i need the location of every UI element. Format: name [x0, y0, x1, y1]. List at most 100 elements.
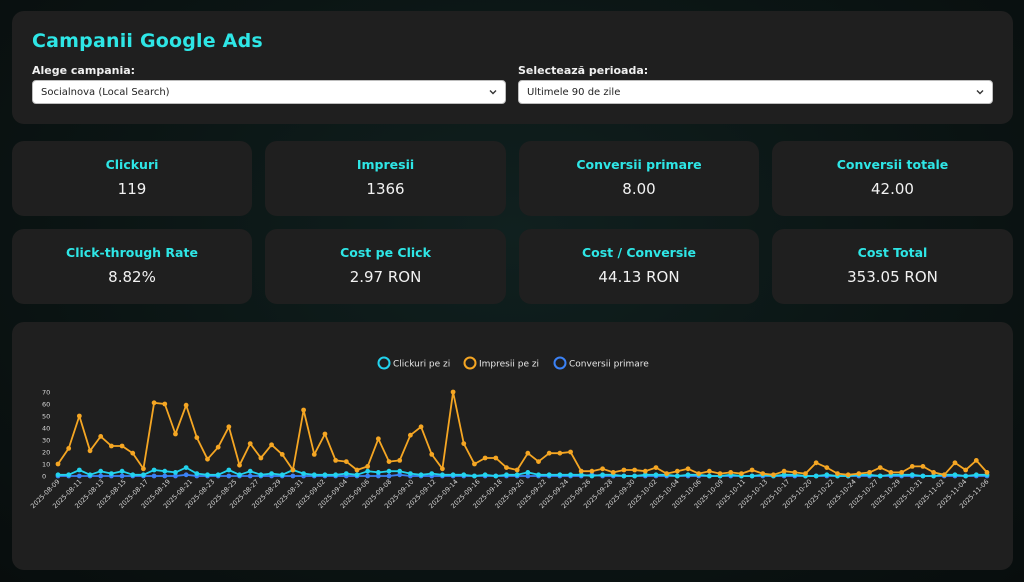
data-point[interactable] — [706, 473, 712, 479]
data-point[interactable] — [301, 471, 306, 476]
data-point[interactable] — [749, 467, 755, 473]
data-point[interactable] — [333, 458, 339, 463]
data-point[interactable] — [66, 446, 72, 451]
period-select[interactable]: Ultimele 90 de zile — [518, 80, 993, 104]
data-point[interactable] — [119, 473, 125, 479]
data-point[interactable] — [749, 473, 755, 479]
data-point[interactable] — [343, 471, 349, 476]
data-point[interactable] — [375, 436, 381, 442]
data-point[interactable] — [354, 467, 360, 473]
data-point[interactable] — [108, 471, 114, 476]
data-point[interactable] — [578, 468, 584, 474]
data-point[interactable] — [728, 470, 734, 475]
data-point[interactable] — [632, 467, 638, 473]
data-point[interactable] — [482, 472, 488, 478]
data-point[interactable] — [397, 468, 403, 474]
data-point[interactable] — [173, 470, 178, 475]
data-point[interactable] — [803, 471, 808, 476]
data-point[interactable] — [482, 455, 488, 461]
data-point[interactable] — [642, 472, 648, 478]
data-point[interactable] — [151, 400, 157, 406]
data-point[interactable] — [322, 472, 328, 478]
data-point[interactable] — [429, 452, 435, 457]
data-point[interactable] — [578, 472, 584, 478]
data-point[interactable] — [119, 443, 125, 449]
data-point[interactable] — [130, 450, 136, 456]
data-point[interactable] — [685, 466, 691, 472]
data-point[interactable] — [333, 472, 339, 478]
data-point[interactable] — [205, 456, 210, 462]
data-point[interactable] — [418, 424, 424, 430]
data-point[interactable] — [909, 464, 915, 469]
data-point[interactable] — [311, 452, 317, 457]
data-point[interactable] — [375, 470, 381, 475]
data-point[interactable] — [279, 452, 285, 457]
data-point[interactable] — [119, 468, 125, 474]
campaign-select[interactable]: Socialnova (Local Search) — [32, 80, 506, 104]
legend-item[interactable]: Conversii primare — [553, 356, 650, 370]
data-point[interactable] — [792, 470, 798, 475]
data-point[interactable] — [472, 461, 477, 467]
data-point[interactable] — [194, 435, 200, 440]
data-point[interactable] — [664, 471, 670, 476]
data-point[interactable] — [931, 473, 937, 479]
data-point[interactable] — [343, 459, 349, 464]
data-point[interactable] — [226, 424, 232, 430]
data-point[interactable] — [760, 471, 766, 476]
data-point[interactable] — [557, 472, 563, 478]
data-point[interactable] — [589, 473, 595, 479]
data-point[interactable] — [909, 472, 915, 478]
data-point[interactable] — [952, 460, 958, 466]
data-point[interactable] — [151, 473, 157, 479]
data-point[interactable] — [194, 471, 200, 476]
data-point[interactable] — [610, 470, 616, 475]
data-point[interactable] — [98, 473, 104, 479]
data-point[interactable] — [546, 472, 552, 478]
data-point[interactable] — [397, 458, 403, 463]
data-point[interactable] — [963, 467, 969, 473]
data-point[interactable] — [674, 473, 680, 479]
data-point[interactable] — [525, 450, 531, 456]
data-point[interactable] — [504, 472, 509, 478]
data-point[interactable] — [920, 464, 926, 469]
data-point[interactable] — [386, 468, 392, 474]
data-point[interactable] — [87, 472, 93, 478]
data-point[interactable] — [76, 467, 82, 473]
data-point[interactable] — [98, 434, 104, 439]
data-point[interactable] — [525, 473, 531, 479]
data-point[interactable] — [258, 472, 264, 478]
data-point[interactable] — [311, 472, 317, 478]
data-point[interactable] — [301, 407, 306, 413]
data-point[interactable] — [536, 459, 541, 464]
legend-item[interactable]: Clickuri pe zi — [377, 356, 451, 370]
data-point[interactable] — [237, 472, 242, 478]
data-point[interactable] — [835, 471, 840, 476]
data-point[interactable] — [365, 464, 371, 469]
data-point[interactable] — [183, 472, 189, 478]
data-point[interactable] — [813, 473, 819, 479]
data-point[interactable] — [450, 472, 456, 478]
data-point[interactable] — [696, 471, 702, 476]
data-point[interactable] — [365, 473, 371, 479]
data-point[interactable] — [717, 471, 723, 476]
data-point[interactable] — [440, 472, 445, 478]
data-point[interactable] — [920, 473, 926, 479]
data-point[interactable] — [589, 468, 595, 474]
data-point[interactable] — [279, 472, 285, 478]
data-point[interactable] — [546, 450, 552, 456]
data-point[interactable] — [290, 473, 296, 479]
data-point[interactable] — [173, 431, 178, 437]
data-point[interactable] — [130, 472, 136, 478]
data-point[interactable] — [141, 472, 146, 478]
data-point[interactable] — [632, 473, 638, 479]
data-point[interactable] — [557, 450, 563, 456]
data-point[interactable] — [568, 472, 573, 478]
data-point[interactable] — [55, 472, 61, 478]
data-point[interactable] — [525, 470, 531, 475]
data-point[interactable] — [493, 455, 499, 461]
data-point[interactable] — [290, 467, 296, 473]
data-point[interactable] — [151, 467, 157, 473]
data-point[interactable] — [472, 473, 477, 479]
data-point[interactable] — [322, 431, 328, 437]
data-point[interactable] — [354, 472, 360, 478]
